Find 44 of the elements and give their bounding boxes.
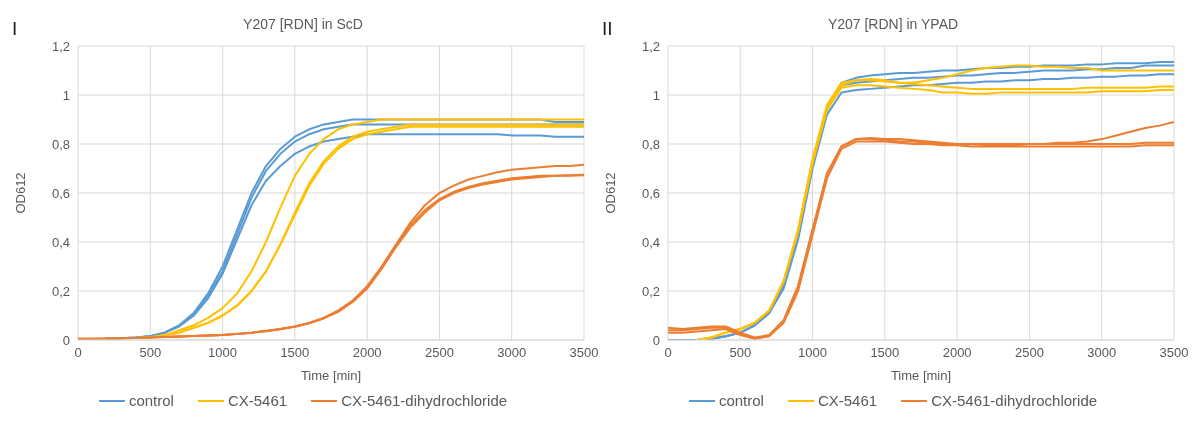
x-tick-label: 0 (664, 345, 672, 361)
y-tick-label: 0 (652, 332, 660, 348)
y-axis-title: OD612 (602, 172, 618, 214)
legend-label: CX-5461 (817, 392, 878, 409)
chart-title: Y207 [RDN] in YPAD (827, 16, 959, 32)
x-tick-label: 500 (139, 345, 162, 361)
text: I (12, 18, 18, 40)
y-tick-label: 1,2 (51, 38, 70, 54)
x-tick-label: 1500 (280, 345, 310, 361)
y-tick-label: 0 (62, 332, 70, 348)
x-tick-label: 0 (74, 345, 82, 361)
x-axis-title: Time [min] (300, 368, 362, 383)
text: II (602, 18, 613, 40)
y-tick-label: 0,6 (51, 185, 70, 201)
x-tick-label: 1500 (870, 345, 900, 361)
y-tick-label: 1,2 (641, 38, 660, 54)
legend-label: control (718, 392, 764, 409)
x-tick-label: 1000 (208, 345, 238, 361)
x-tick-label: 2000 (352, 345, 382, 361)
x-tick-label: 2500 (1014, 345, 1044, 361)
legend-label: CX-5461-dihydrochloride (341, 392, 508, 409)
y-tick-label: 0,8 (641, 136, 660, 152)
x-axis-title: Time [min] (890, 368, 952, 383)
x-tick-label: 2000 (942, 345, 972, 361)
y-tick-label: 0,4 (51, 234, 70, 250)
chart-title: Y207 [RDN] in ScD (243, 16, 363, 32)
y-tick-label: 0,8 (51, 136, 70, 152)
x-tick-label: 3000 (1087, 345, 1117, 361)
y-tick-label: 0,2 (641, 283, 660, 299)
x-tick-label: 2500 (424, 345, 454, 361)
y-axis-title: OD612 (12, 172, 28, 214)
x-tick-label: 3500 (1159, 345, 1189, 361)
x-tick-label: 500 (729, 345, 752, 361)
y-tick-label: 0,4 (641, 234, 660, 250)
y-tick-label: 1 (62, 87, 70, 103)
y-tick-label: 0,6 (641, 185, 660, 201)
x-tick-label: 3500 (569, 345, 599, 361)
y-tick-label: 0,2 (51, 283, 70, 299)
x-tick-label: 3000 (497, 345, 527, 361)
legend-label: control (128, 392, 174, 409)
legend-label: CX-5461-dihydrochloride (931, 392, 1098, 409)
y-tick-label: 1 (652, 87, 660, 103)
x-tick-label: 1000 (798, 345, 828, 361)
legend-label: CX-5461 (227, 392, 288, 409)
